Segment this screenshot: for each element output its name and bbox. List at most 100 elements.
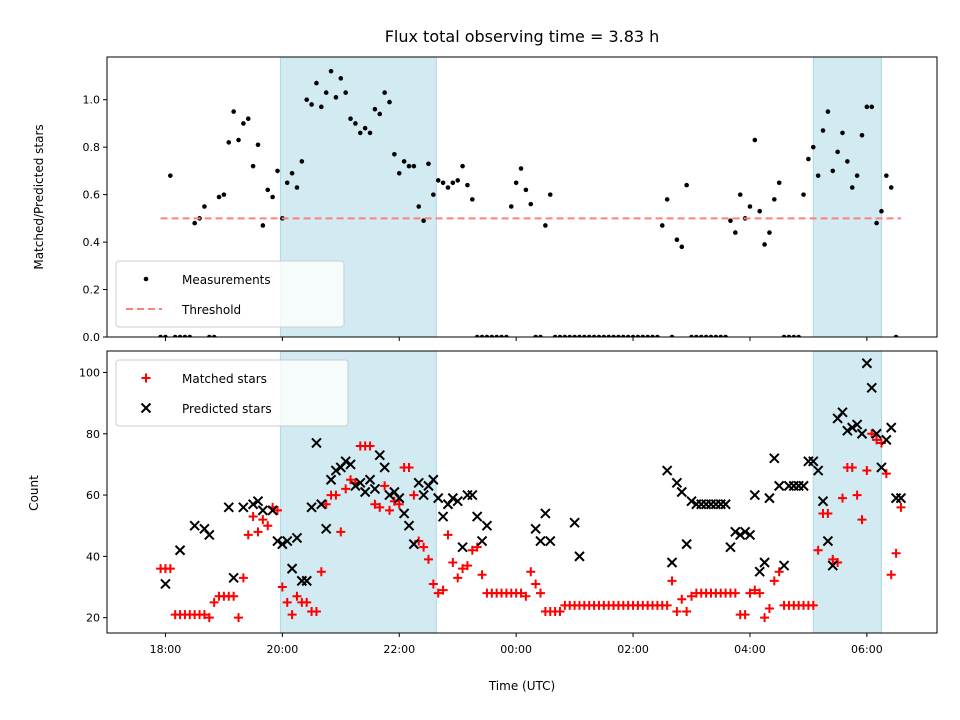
measurementspoint — [601, 334, 607, 337]
predicted-starspoint — [666, 557, 678, 568]
matched-starspoint — [331, 490, 341, 500]
matched-starspoint — [165, 564, 175, 574]
predicted-starspoint — [437, 511, 449, 522]
predicted-starspoint — [291, 532, 303, 544]
measurementspoint — [265, 187, 271, 193]
matched-starspoint — [828, 554, 838, 564]
predicted-starspoint — [160, 578, 171, 590]
predicted-starspoint — [569, 517, 580, 528]
matched-starspoint — [394, 499, 404, 509]
measurementspoint — [338, 76, 344, 81]
measurementspoint — [781, 334, 787, 337]
measurementspoint — [854, 173, 860, 178]
predicted-starspoint — [330, 465, 342, 476]
predicted-starspoint — [827, 560, 838, 571]
matched-starspoint — [462, 561, 472, 571]
matched-starspoint — [428, 579, 438, 589]
matched-starspoint — [282, 597, 292, 607]
measurementspoint — [177, 334, 183, 337]
measurementspoint — [596, 334, 602, 337]
measurementspoint — [674, 237, 680, 243]
measurementspoint — [825, 109, 831, 114]
predicted-starspoint — [842, 425, 853, 436]
measurementspoint — [718, 334, 724, 337]
matched-starspoint — [321, 499, 331, 509]
predicted-starspoint — [535, 535, 546, 547]
x-tick-label: 04:00 — [734, 643, 766, 656]
predicted-starspoint — [754, 566, 765, 577]
measurementspoint — [421, 218, 426, 224]
matched-starspoint — [886, 570, 896, 580]
measurementspoint — [440, 180, 446, 186]
measurementspoint — [353, 121, 358, 126]
measurementspoint — [323, 90, 329, 95]
measurementspoint — [655, 334, 660, 337]
predicted-starspoint — [467, 489, 478, 501]
measurementspoint — [241, 121, 246, 126]
y-axis-label-top: Matched/Predicted stars — [32, 124, 46, 269]
measurementspoint — [396, 170, 402, 176]
matched-starspoint — [755, 588, 765, 598]
matched-starspoint — [667, 576, 677, 586]
measurementspoint — [630, 334, 636, 337]
predicted-starspoint — [403, 520, 415, 531]
matched-starspoint — [862, 466, 872, 476]
measurementspoint — [299, 159, 305, 164]
predicted-starspoint — [681, 538, 692, 550]
matched-starspoint — [287, 610, 297, 620]
matched-starspoint — [764, 603, 774, 613]
measurementspoint — [372, 106, 378, 112]
measurementspoint — [416, 204, 422, 209]
y-tick-label: 0.6 — [83, 189, 101, 202]
predicted-starspoint — [481, 520, 493, 531]
predicted-starspoint — [345, 459, 356, 470]
measurementspoint — [757, 208, 762, 214]
matched-starspoint — [229, 591, 239, 601]
matched-starspoint — [292, 591, 302, 601]
measurementspoint — [435, 178, 441, 183]
x-axis-label: Time (UTC) — [488, 679, 555, 693]
measurementspoint — [426, 161, 431, 167]
predicted-starspoint — [744, 529, 756, 541]
measurementspoint — [698, 334, 704, 337]
predicted-starspoint — [822, 535, 834, 547]
predicted-starspoint — [471, 511, 483, 522]
y-tick-label: 1.0 — [83, 94, 101, 107]
matched-starspoint — [677, 594, 687, 604]
measurementspoint — [713, 334, 719, 337]
measurementspoint — [245, 116, 251, 121]
predicted-starspoint — [282, 535, 293, 547]
predicted-starspoint — [364, 474, 376, 485]
measurementspoint — [387, 99, 392, 105]
measurementspoint — [523, 187, 529, 193]
measurementspoint — [737, 192, 743, 197]
legend-marker — [143, 276, 149, 282]
measurementspoint — [859, 133, 865, 138]
matched-starspoint — [258, 515, 268, 525]
predicted-starspoint — [881, 434, 892, 446]
predicted-starspoint — [418, 489, 429, 501]
predicted-starspoint — [739, 526, 751, 538]
matched-starspoint — [745, 588, 755, 598]
matched-starspoint — [336, 527, 346, 537]
measurementspoint — [684, 182, 689, 188]
matched-starspoint — [453, 573, 463, 583]
predicted-starspoint — [408, 538, 420, 550]
predicted-starspoint — [808, 456, 819, 467]
matched-starspoint — [774, 567, 784, 577]
matched-starspoint — [760, 613, 770, 623]
matched-starspoint — [516, 588, 526, 598]
measurementspoint — [192, 220, 197, 226]
matched-starspoint — [682, 607, 692, 617]
predicted-starspoint — [238, 502, 249, 513]
matched-starspoint — [204, 613, 214, 623]
measurementspoint — [508, 204, 514, 209]
chart-title: Flux total observing time = 3.83 h — [385, 27, 660, 46]
measurementspoint — [343, 90, 348, 95]
measurementspoint — [250, 163, 256, 169]
predicted-starspoint — [374, 450, 385, 461]
measurementspoint — [377, 111, 383, 117]
matched-starspoint — [433, 588, 443, 598]
y-tick-label: 0.0 — [83, 331, 101, 344]
